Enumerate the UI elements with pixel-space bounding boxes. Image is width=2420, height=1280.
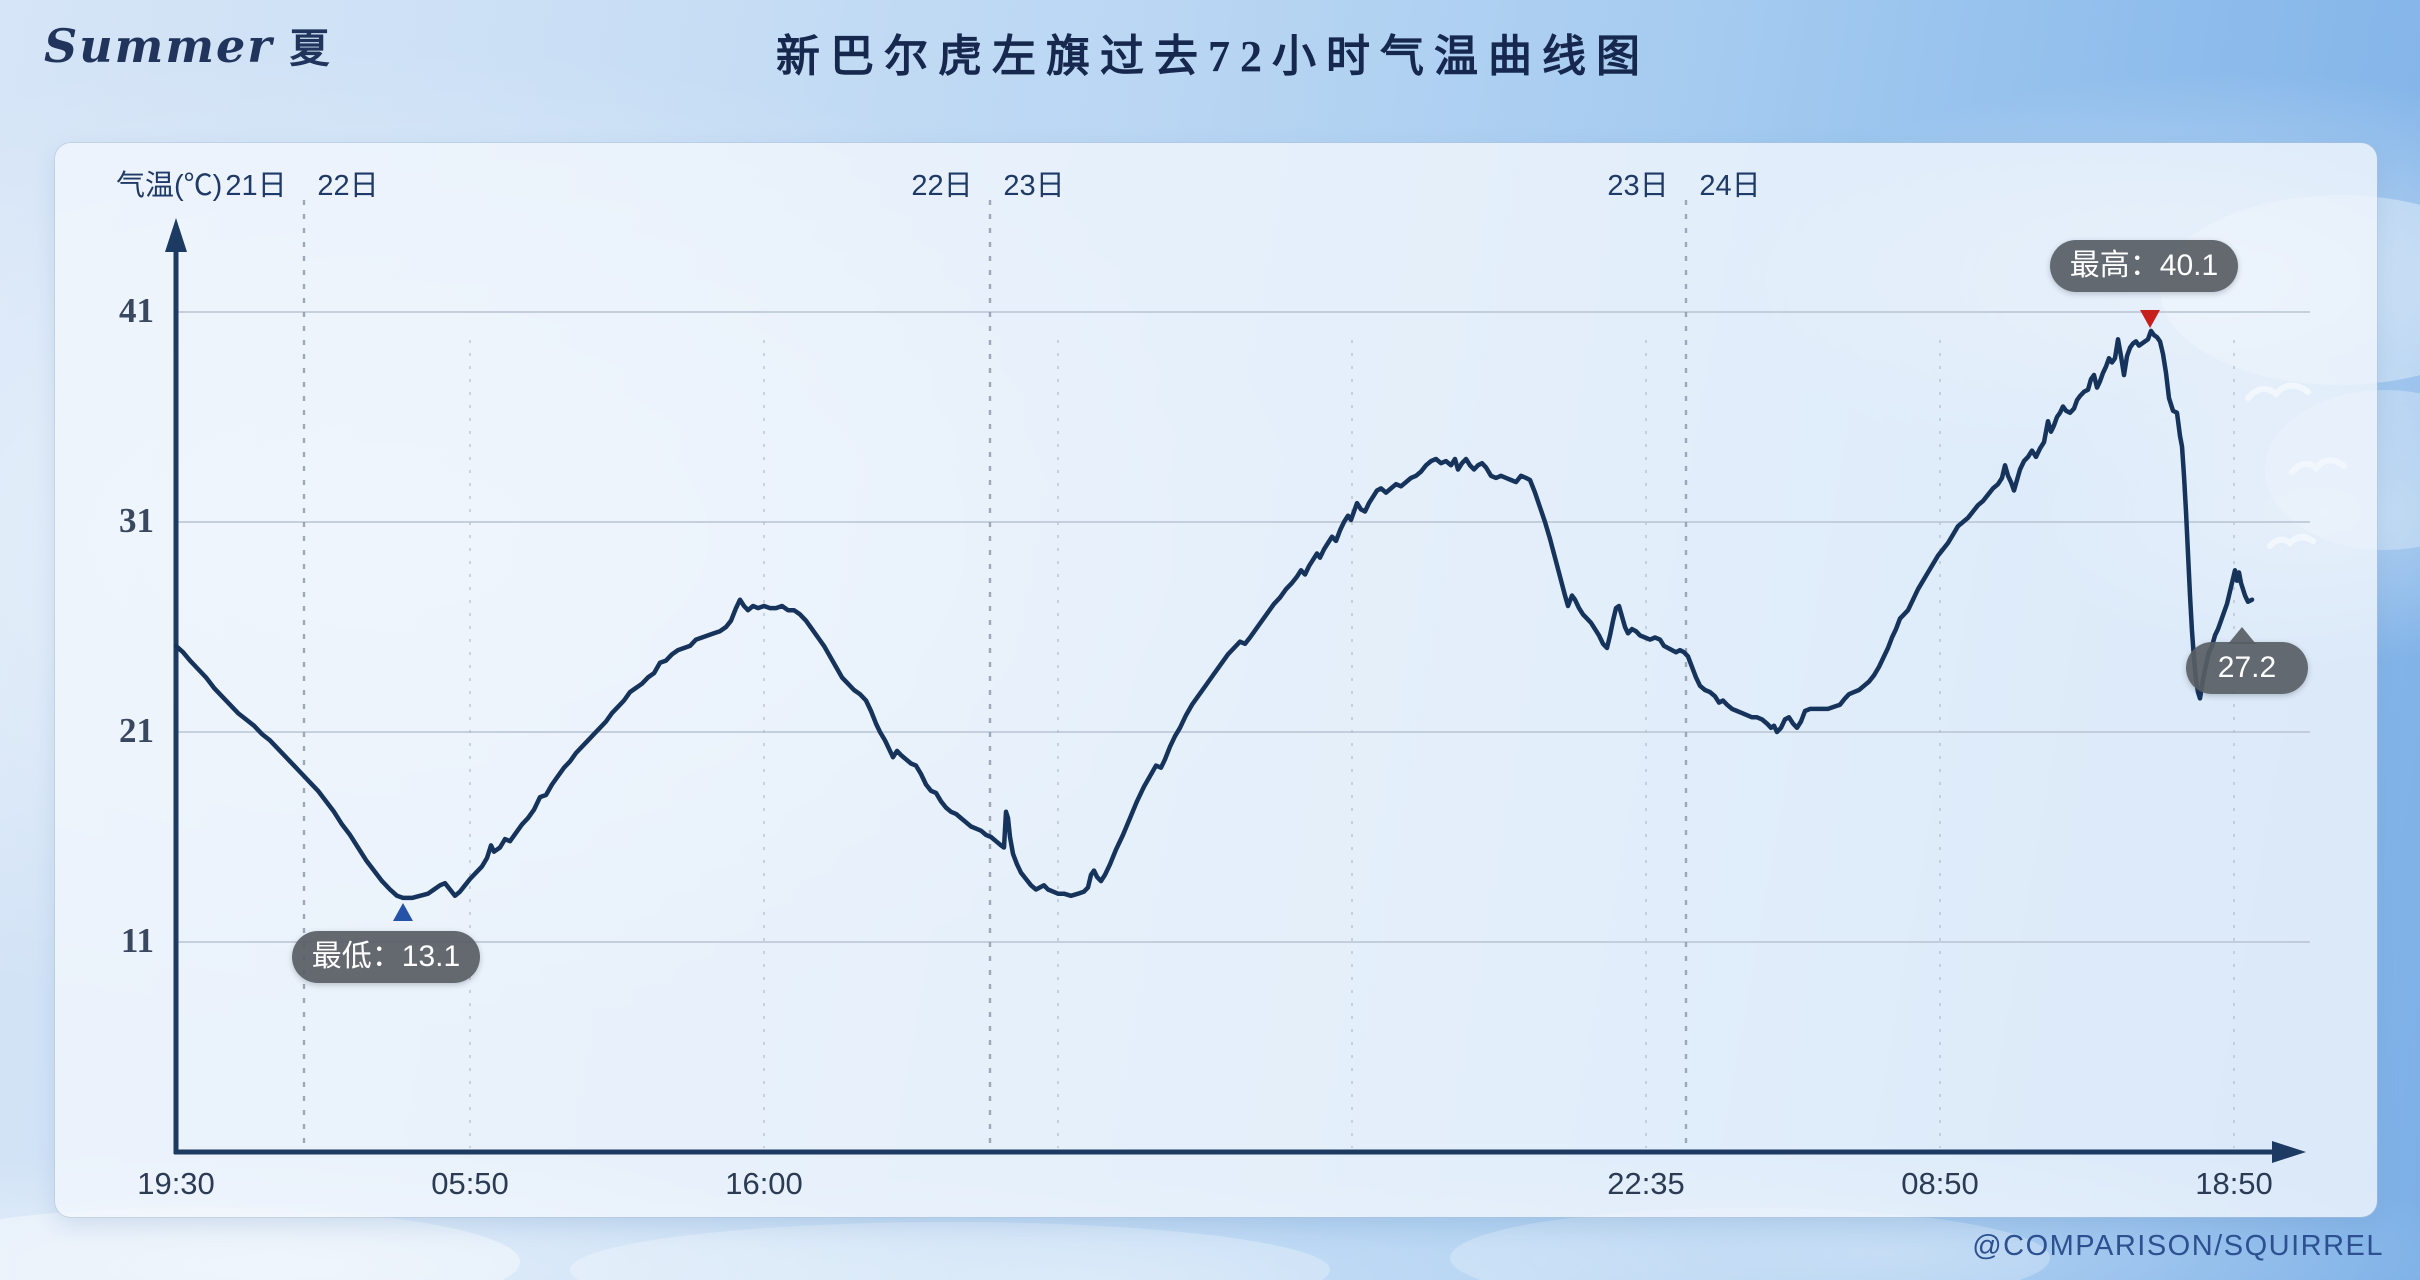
- x-tick-label: 22:35: [1607, 1166, 1685, 1201]
- temperature-curve: [173, 328, 2255, 901]
- x-tick-label: 16:00: [725, 1166, 803, 1201]
- day-label: 21日: [225, 170, 287, 202]
- x-tick-label: 19:30: [137, 1166, 215, 1201]
- x-tick-label: 05:50: [431, 1166, 509, 1201]
- max-annotation: 最高：40.1: [2050, 240, 2238, 292]
- current-annotation: 27.2: [2186, 627, 2308, 694]
- min-annotation: 最低：13.1: [292, 931, 480, 983]
- day-label: 24日: [1699, 170, 1761, 202]
- day-label: 22日: [911, 170, 973, 202]
- y-tick-label: 21: [119, 711, 154, 750]
- y-tick-label: 11: [120, 921, 154, 960]
- y-axis-arrow-icon: [165, 218, 187, 252]
- watermark: @COMPARISON/SQUIRREL: [1972, 1230, 2384, 1262]
- x-tick-label: 08:50: [1901, 1166, 1979, 1201]
- y-tick-label: 41: [119, 291, 154, 330]
- min-marker-icon: [393, 903, 413, 921]
- day-label: 22日: [317, 170, 379, 202]
- logo-summer: Summer 夏: [44, 16, 330, 74]
- logo-xia-text: 夏: [289, 26, 330, 71]
- day-label: 23日: [1607, 170, 1669, 202]
- y-axis-unit-label: 气温(℃): [116, 170, 223, 202]
- x-axis-arrow-icon: [2272, 1141, 2306, 1163]
- chart-panel: [55, 143, 2377, 1217]
- max-marker-icon: [2140, 310, 2160, 328]
- day-label: 23日: [1003, 170, 1065, 202]
- x-tick-label: 18:50: [2195, 1166, 2273, 1201]
- logo-summer-text: Summer: [44, 19, 274, 73]
- page-title: 新巴尔虎左旗过去72小时气温曲线图: [776, 32, 1650, 81]
- y-tick-label: 31: [119, 501, 154, 540]
